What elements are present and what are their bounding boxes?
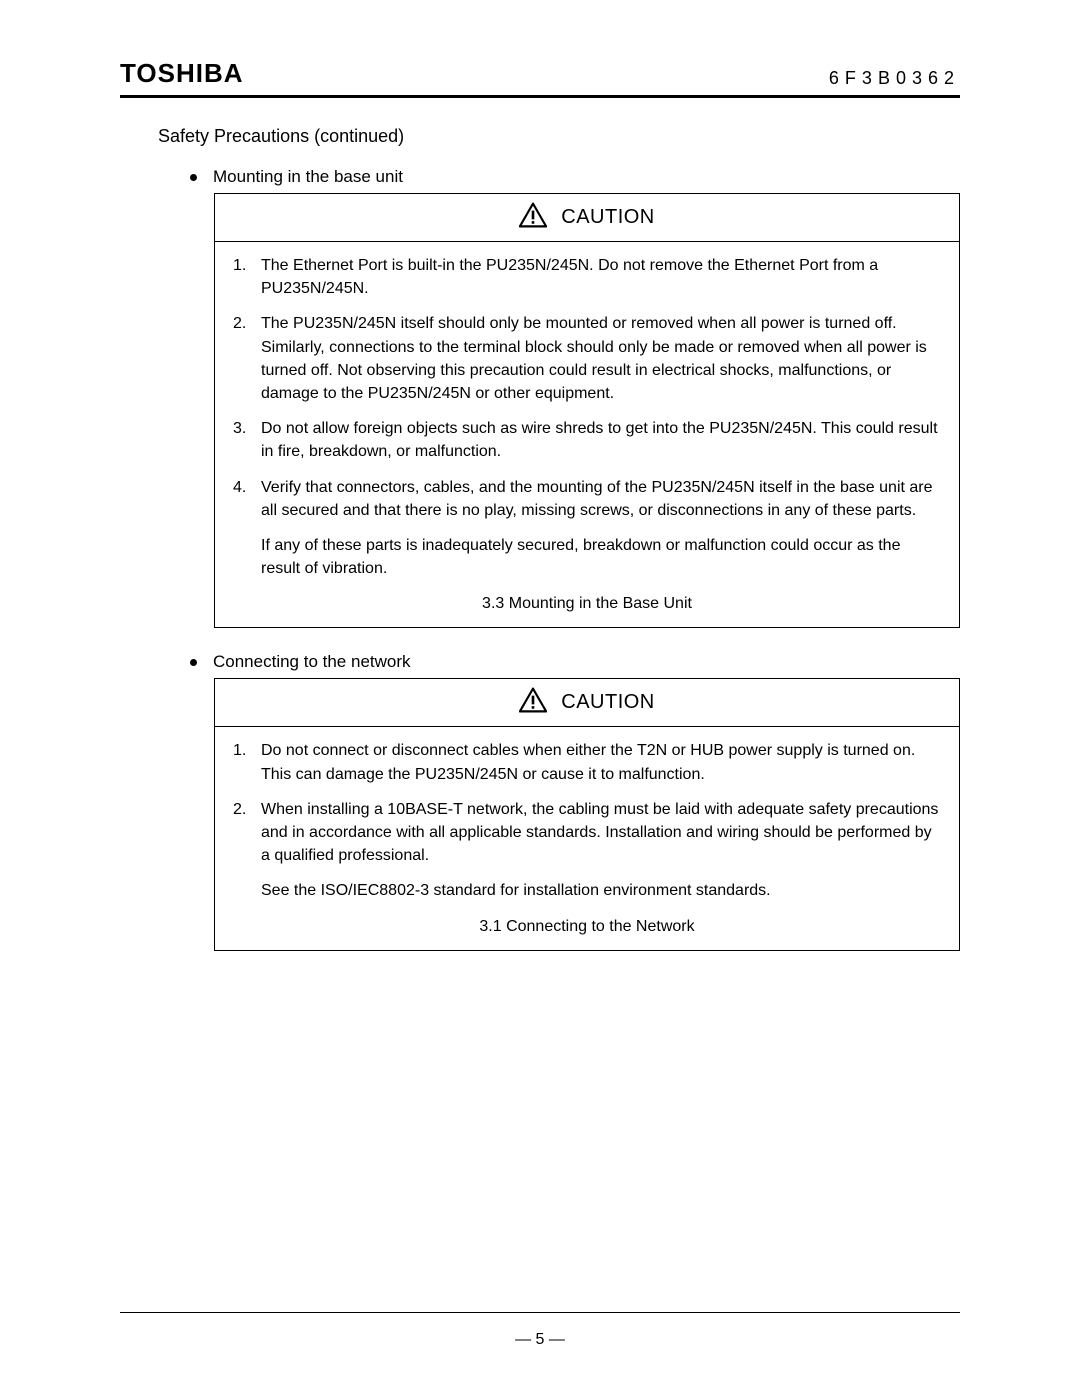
footer-rule	[120, 1312, 960, 1313]
bullet-dot-icon	[190, 659, 197, 666]
caution-paragraph: The PU235N/245N itself should only be mo…	[261, 312, 941, 405]
caution-paragraph: See the ISO/IEC8802-3 standard for insta…	[261, 879, 941, 902]
section-title: Safety Precautions (continued)	[158, 126, 960, 147]
caution-item-number: 3.	[233, 417, 261, 463]
bullet-text: Connecting to the network	[213, 652, 411, 672]
caution-paragraph: When installing a 10BASE-T network, the …	[261, 798, 941, 868]
caution-paragraph: Verify that connectors, cables, and the …	[261, 476, 941, 522]
caution-paragraph: The Ethernet Port is built-in the PU235N…	[261, 254, 941, 300]
caution-paragraph: Do not allow foreign objects such as wir…	[261, 417, 941, 463]
page-number: — 5 —	[120, 1331, 960, 1349]
caution-body: 1.The Ethernet Port is built-in the PU23…	[215, 242, 959, 627]
footer: — 5 —	[120, 1312, 960, 1349]
warning-icon	[519, 202, 547, 233]
caution-item-number: 4.	[233, 476, 261, 581]
caution-header: CAUTION	[215, 194, 959, 242]
caution-item: 4.Verify that connectors, cables, and th…	[233, 476, 941, 581]
caution-item-number: 2.	[233, 312, 261, 405]
caution-item: 2.When installing a 10BASE-T network, th…	[233, 798, 941, 903]
bullet-text: Mounting in the base unit	[213, 167, 403, 187]
caution-item-text: The PU235N/245N itself should only be mo…	[261, 312, 941, 405]
bullet-item: Connecting to the network	[190, 652, 960, 672]
caution-item: 1.The Ethernet Port is built-in the PU23…	[233, 254, 941, 300]
header: TOSHIBA 6F3B0362	[120, 58, 960, 98]
caution-box: CAUTION 1.The Ethernet Port is built-in t…	[214, 193, 960, 628]
caution-paragraph: If any of these parts is inadequately se…	[261, 534, 941, 580]
caution-item-text: The Ethernet Port is built-in the PU235N…	[261, 254, 941, 300]
caution-item-text: Do not connect or disconnect cables when…	[261, 739, 941, 785]
bullet-dot-icon	[190, 174, 197, 181]
caution-paragraph: Do not connect or disconnect cables when…	[261, 739, 941, 785]
caution-label: CAUTION	[561, 691, 655, 714]
caution-reference: 3.1 Connecting to the Network	[233, 915, 941, 938]
caution-item-number: 1.	[233, 254, 261, 300]
caution-item-text: Verify that connectors, cables, and the …	[261, 476, 941, 581]
caution-item-text: When installing a 10BASE-T network, the …	[261, 798, 941, 903]
caution-item-number: 2.	[233, 798, 261, 903]
bullet-item: Mounting in the base unit	[190, 167, 960, 187]
content-blocks: Mounting in the base unitCAUTION1.The Et…	[120, 167, 960, 951]
page: TOSHIBA 6F3B0362 Safety Precautions (con…	[0, 0, 1080, 1397]
caution-item-text: Do not allow foreign objects such as wir…	[261, 417, 941, 463]
brand-logo: TOSHIBA	[120, 58, 244, 89]
caution-box: CAUTION 1.Do not connect or disconnect ca…	[214, 678, 960, 950]
warning-icon	[519, 687, 547, 718]
caution-label: CAUTION	[561, 206, 655, 229]
caution-item: 1.Do not connect or disconnect cables wh…	[233, 739, 941, 785]
caution-item: 2.The PU235N/245N itself should only be …	[233, 312, 941, 405]
caution-item-number: 1.	[233, 739, 261, 785]
caution-reference: 3.3 Mounting in the Base Unit	[233, 592, 941, 615]
document-number: 6F3B0362	[829, 68, 960, 89]
caution-item: 3.Do not allow foreign objects such as w…	[233, 417, 941, 463]
caution-body: 1.Do not connect or disconnect cables wh…	[215, 727, 959, 949]
caution-header: CAUTION	[215, 679, 959, 727]
